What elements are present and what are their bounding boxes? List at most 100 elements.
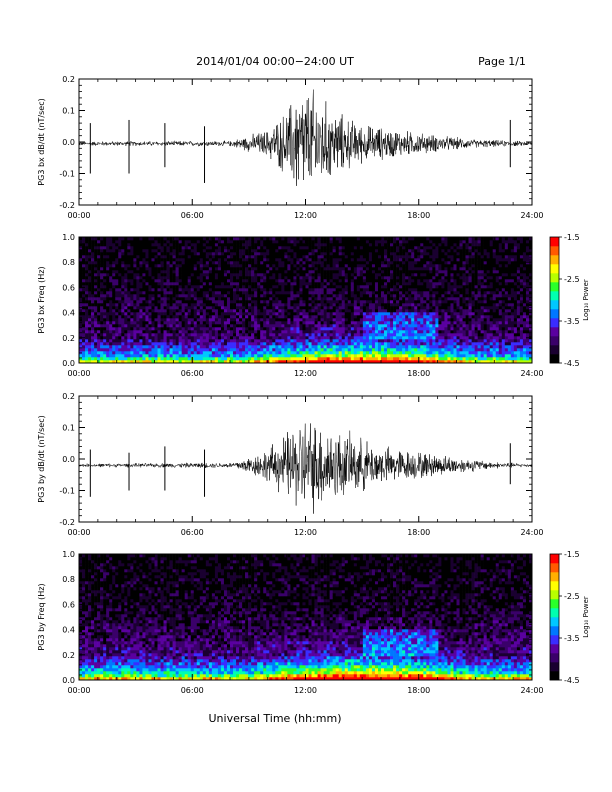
spectrogram-cell [106, 288, 110, 292]
spectrogram-cell [136, 360, 140, 364]
spectrogram-cell [211, 297, 216, 301]
spectrogram-cell [305, 252, 309, 256]
spectrogram-cell [311, 288, 315, 292]
spectrogram-cell [356, 282, 361, 286]
spectrogram-cell [387, 339, 391, 343]
spectrogram-cell [163, 261, 167, 265]
spectrogram-cell [248, 246, 252, 250]
spectrogram-cell [423, 270, 427, 274]
spectrogram-cell [97, 288, 101, 292]
spectrogram-cell [142, 336, 146, 340]
spectrogram-cell [417, 303, 421, 307]
spectrogram-cell [365, 351, 370, 355]
spectrogram-cell [91, 357, 95, 361]
spectrogram-cell [284, 297, 288, 301]
spectrogram-cell [100, 237, 104, 241]
spectrogram-cell [329, 321, 333, 325]
spectrogram-cell [287, 321, 291, 325]
spectrogram-cell [211, 249, 216, 253]
spectrogram-cell [374, 258, 379, 262]
spectrogram-cell [251, 282, 255, 286]
spectrogram-cell [402, 294, 406, 298]
spectrogram-cell [178, 312, 182, 316]
spectrogram-cell [371, 258, 376, 262]
spectrogram-cell [142, 276, 146, 280]
spectrogram-cell [353, 348, 358, 352]
spectrogram-cell [196, 360, 201, 364]
spectrogram-cell [356, 354, 361, 358]
spectrogram-cell [381, 327, 385, 331]
spectrogram-cell [97, 339, 101, 343]
spectrogram-cell [326, 357, 330, 361]
spectrogram-cell [272, 336, 276, 340]
spectrogram-cell [417, 333, 421, 337]
spectrogram-cell [299, 339, 303, 343]
spectrogram-cell [157, 321, 161, 325]
spectrogram-cell [100, 243, 104, 247]
spectrogram-cell [181, 309, 185, 313]
spectrogram-cell [314, 330, 318, 334]
spectrogram-cell [233, 261, 237, 265]
spectrogram-cell [202, 309, 207, 313]
spectrogram-cell [257, 267, 261, 271]
spectrogram-cell [166, 306, 170, 310]
spectrogram-cell [338, 243, 343, 247]
spectrogram-cell [109, 348, 113, 352]
spectrogram-cell [196, 252, 201, 256]
spectrogram-cell [290, 276, 294, 280]
spectrogram-cell [317, 264, 321, 268]
spectrogram-cell [287, 276, 291, 280]
spectrogram-cell [251, 354, 255, 358]
spectrogram-cell [269, 261, 273, 265]
spectrogram-cell [408, 276, 412, 280]
spectrogram-cell [359, 261, 364, 265]
spectrogram-cell [91, 237, 95, 241]
spectrogram-cell [103, 294, 107, 298]
spectrogram-cell [115, 294, 119, 298]
spectrogram-cell [396, 249, 400, 253]
spectrogram-cell [208, 240, 213, 244]
spectrogram-cell [287, 312, 291, 316]
spectrogram-cell [97, 294, 101, 298]
spectrogram-cell [184, 339, 189, 343]
spectrogram-cell [269, 318, 273, 322]
spectrogram-cell [118, 345, 122, 349]
spectrogram-cell [112, 273, 116, 277]
spectrogram-cell [127, 315, 131, 319]
spectrogram-cell [148, 252, 152, 256]
spectrogram-cell [97, 243, 101, 247]
spectrogram-cell [220, 285, 225, 289]
spectrogram-cell [85, 324, 89, 328]
spectrogram-cell [79, 354, 83, 358]
spectrogram-cell [275, 243, 279, 247]
spectrogram-cell [387, 348, 391, 352]
spectrogram-cell [338, 345, 343, 349]
spectrogram-cell [211, 351, 216, 355]
spectrogram-cell [160, 264, 164, 268]
spectrogram-cell [405, 267, 409, 271]
spectrogram-cell [133, 300, 137, 304]
spectrogram-cell [278, 315, 282, 319]
spectrogram-cell [320, 237, 324, 241]
spectrogram-cell [220, 279, 225, 283]
spectrogram-cell [408, 264, 412, 268]
spectrogram-cell [160, 306, 164, 310]
spectrogram-cell [236, 282, 240, 286]
spectrogram-cell [199, 354, 204, 358]
spectrogram-cell [263, 243, 267, 247]
spectrogram-cell [139, 279, 143, 283]
spectrogram-cell [175, 321, 179, 325]
spectrogram-cell [148, 297, 152, 301]
spectrogram-cell [133, 294, 137, 298]
spectrogram-cell [181, 276, 185, 280]
spectrogram-cell [217, 339, 222, 343]
spectrogram-cell [223, 351, 228, 355]
spectrogram-cell [151, 336, 155, 340]
spectrogram-cell [374, 252, 379, 256]
spectrogram-cell [139, 336, 143, 340]
spectrogram-cell [103, 276, 107, 280]
spectrogram-cell [426, 336, 430, 340]
spectrogram-cell [287, 237, 291, 241]
spectrogram-cell [260, 357, 264, 361]
spectrogram-cell [338, 261, 343, 265]
